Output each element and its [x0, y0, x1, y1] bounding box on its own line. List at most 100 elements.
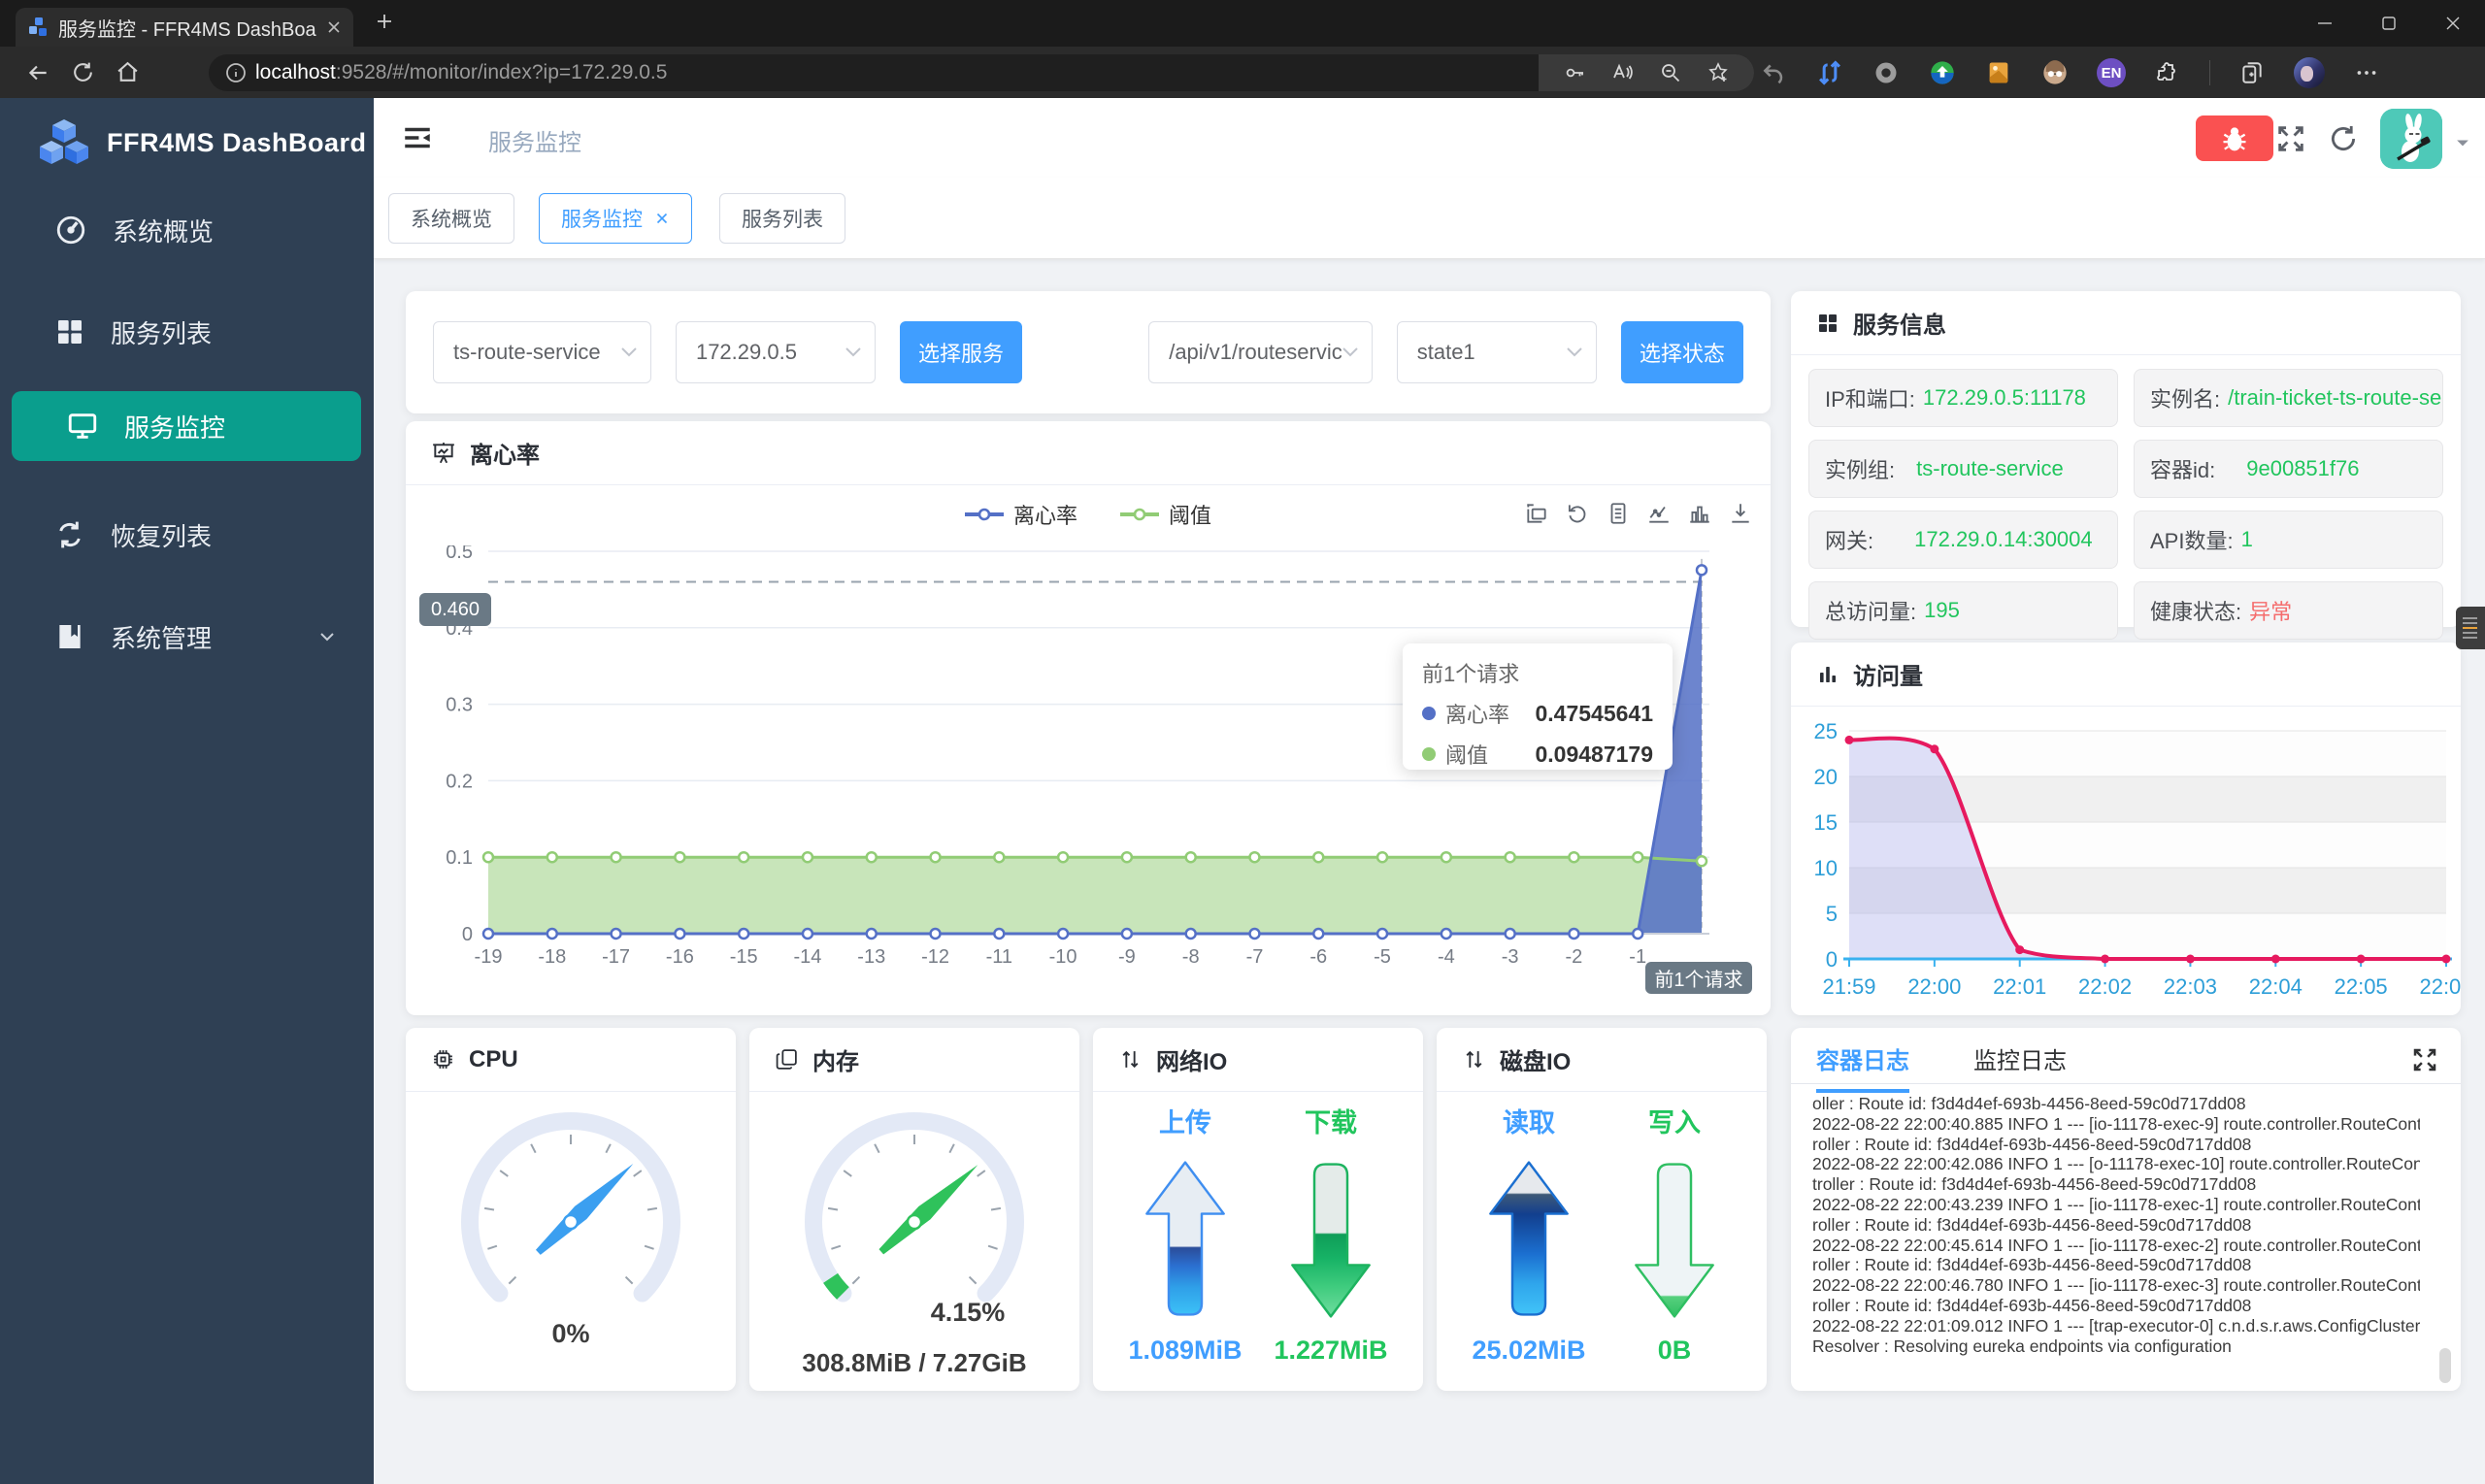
undo-extension-icon[interactable] — [1759, 58, 1788, 87]
toolbox-zoom-icon[interactable] — [1524, 501, 1549, 526]
eccentricity-chart[interactable]: 00.10.20.30.40.5-19 -18 -17 -16 -15 -14 -13 -12… — [406, 545, 1769, 992]
tag-close-icon[interactable] — [654, 211, 670, 226]
sidebar-item-service-list[interactable]: 服务列表 — [0, 297, 374, 367]
toolbox-data-view-icon[interactable] — [1606, 501, 1631, 526]
chevron-down-icon — [845, 347, 861, 357]
traffic-chart-card: 访问量 0 5 10 15 20 25 21:59 22:00 22:01 22:02 22:03 2… — [1791, 643, 2461, 1015]
floating-widget[interactable] — [2456, 607, 2485, 649]
tab-close-icon[interactable] — [326, 19, 342, 35]
toolbox-bar-chart-icon[interactable] — [1687, 501, 1712, 526]
cpu-card: CPU 0% — [406, 1028, 736, 1391]
translate-extension-icon[interactable]: EN — [2097, 58, 2126, 87]
read-column: 读取 25.02MiB — [1456, 1102, 1602, 1366]
log-line: roller : Route id: f3d4d4ef-693b-4456-8e… — [1812, 1255, 2252, 1275]
toolbox-line-chart-icon[interactable] — [1646, 501, 1672, 526]
upload-arrow-icon — [1145, 1161, 1225, 1316]
axis-pointer-badge: 前1个请求 — [1645, 962, 1752, 994]
tab-monitor-logs[interactable]: 监控日志 — [1973, 1048, 2067, 1074]
window-minimize-button[interactable] — [2293, 0, 2357, 47]
select-state-button[interactable]: 选择状态 — [1620, 321, 1743, 383]
chart-toolbox — [1524, 501, 1753, 526]
site-info-icon[interactable] — [224, 61, 248, 84]
back-button[interactable] — [16, 53, 60, 92]
refresh-cycle-icon — [59, 521, 81, 548]
favorites-star-icon[interactable] — [1706, 61, 1730, 84]
zoom-out-icon[interactable] — [1659, 61, 1682, 84]
tag-service-monitor[interactable]: 服务监控 — [539, 193, 692, 244]
avatar-caret-icon[interactable] — [2453, 133, 2472, 152]
svg-text:22:05: 22:05 — [2335, 974, 2388, 999]
disk-io-card: 磁盘IO 读取 25.02MiB 写入 — [1437, 1028, 1767, 1391]
write-value: 0B — [1657, 1336, 1692, 1365]
legend-item-threshold[interactable]: 阈值 — [1120, 499, 1211, 530]
site-favicon-icon — [27, 16, 49, 38]
toolbox-restore-icon[interactable] — [1565, 501, 1590, 526]
tag-service-list[interactable]: 服务列表 — [719, 193, 845, 244]
logs-expand-icon[interactable] — [2410, 1045, 2439, 1074]
app-title: FFR4MS DashBoard — [107, 127, 367, 157]
api-select[interactable]: /api/v1/routeservic — [1148, 321, 1373, 383]
window-maximize-button[interactable] — [2357, 0, 2421, 47]
toolbox-save-image-icon[interactable] — [1728, 501, 1753, 526]
tab-container-logs[interactable]: 容器日志 — [1816, 1041, 1909, 1093]
circle-extension-icon[interactable] — [1872, 58, 1901, 87]
service-group-select[interactable]: ts-route-service — [433, 321, 651, 383]
persona-extension-icon[interactable] — [2040, 58, 2070, 87]
read-aloud-icon[interactable] — [1610, 61, 1634, 84]
info-api-count: API数量: 1 — [2134, 511, 2443, 569]
svg-text:22:00: 22:00 — [1907, 974, 1961, 999]
log-output[interactable]: oller : Route id: f3d4d4ef-693b-4456-8ee… — [1812, 1094, 2420, 1377]
divider — [1791, 1083, 2461, 1084]
write-label: 写入 — [1648, 1108, 1701, 1138]
log-line: roller : Route id: f3d4d4ef-693b-4456-8e… — [1812, 1214, 2252, 1235]
browser-profile-avatar[interactable] — [2294, 57, 2325, 88]
sidebar-item-recovery-list[interactable]: 恢复列表 — [0, 500, 374, 570]
grid-squares-icon — [1819, 313, 1837, 332]
home-button[interactable] — [105, 53, 149, 92]
new-tab-button[interactable] — [375, 12, 394, 31]
sidebar-item-overview[interactable]: 系统概览 — [0, 195, 374, 265]
svg-text:-17: -17 — [602, 946, 630, 968]
svg-text:15: 15 — [1814, 810, 1838, 835]
legend-marker-icon — [964, 508, 1004, 521]
state-select[interactable]: state1 — [1396, 321, 1597, 383]
sidebar-item-label: 系统概览 — [113, 216, 215, 247]
collections-icon[interactable] — [2237, 58, 2267, 87]
address-bar[interactable]: localhost:9528/#/monitor/index?ip=172.29… — [209, 54, 1754, 91]
url-text: localhost:9528/#/monitor/index?ip=172.29… — [255, 61, 668, 83]
sidebar-item-service-monitor[interactable]: 服务监控 — [12, 391, 361, 461]
extensions-row: EN — [1759, 54, 2381, 91]
reload-icon[interactable] — [2327, 122, 2360, 155]
service-ip-select[interactable]: 172.29.0.5 — [675, 321, 876, 383]
legend-item-eccentricity[interactable]: 离心率 — [964, 499, 1077, 530]
info-instance-name: 实例名:/train-ticket-ts-route-service-1 — [2134, 369, 2443, 427]
user-avatar[interactable] — [2380, 109, 2442, 169]
log-line: 2022-08-22 22:00:43.239 INFO 1 --- [io-1… — [1812, 1194, 2420, 1214]
window-close-button[interactable] — [2421, 0, 2485, 47]
idm-extension-icon[interactable] — [1928, 58, 1957, 87]
sidebar-collapse-icon[interactable] — [401, 121, 434, 154]
swap-arrows-extension-icon[interactable] — [1815, 58, 1844, 87]
memory-percent: 4.15% — [930, 1298, 1006, 1327]
notes-extension-icon[interactable] — [1984, 58, 2013, 87]
settings-dots-icon[interactable] — [2352, 58, 2381, 87]
browser-toolbar: localhost:9528/#/monitor/index?ip=172.29… — [0, 47, 2485, 98]
tag-overview[interactable]: 系统概览 — [388, 193, 514, 244]
refresh-button[interactable] — [60, 53, 105, 92]
chevron-down-icon — [1342, 347, 1358, 357]
svg-text:-7: -7 — [1246, 946, 1264, 968]
password-key-icon[interactable] — [1563, 61, 1586, 84]
select-service-button[interactable]: 选择服务 — [899, 321, 1023, 383]
monitor-icon — [68, 413, 97, 439]
browser-tab[interactable]: 服务监控 - FFR4MS DashBoard — [16, 8, 353, 47]
traffic-chart[interactable]: 0 5 10 15 20 25 21:59 22:00 22:01 22:02 22:03 22:04… — [1791, 718, 2461, 1009]
log-tabs: 容器日志 监控日志 — [1816, 1041, 2067, 1093]
sidebar-item-system-admin[interactable]: 系统管理 — [0, 602, 374, 672]
cpu-gauge — [461, 1112, 680, 1303]
svg-text:-18: -18 — [538, 946, 566, 968]
extensions-puzzle-icon[interactable] — [2153, 58, 2182, 87]
sidebar-item-label: 服务监控 — [124, 412, 226, 443]
log-scrollbar-thumb[interactable] — [2439, 1348, 2451, 1383]
bug-report-button[interactable] — [2196, 115, 2273, 161]
fullscreen-icon[interactable] — [2274, 122, 2307, 155]
